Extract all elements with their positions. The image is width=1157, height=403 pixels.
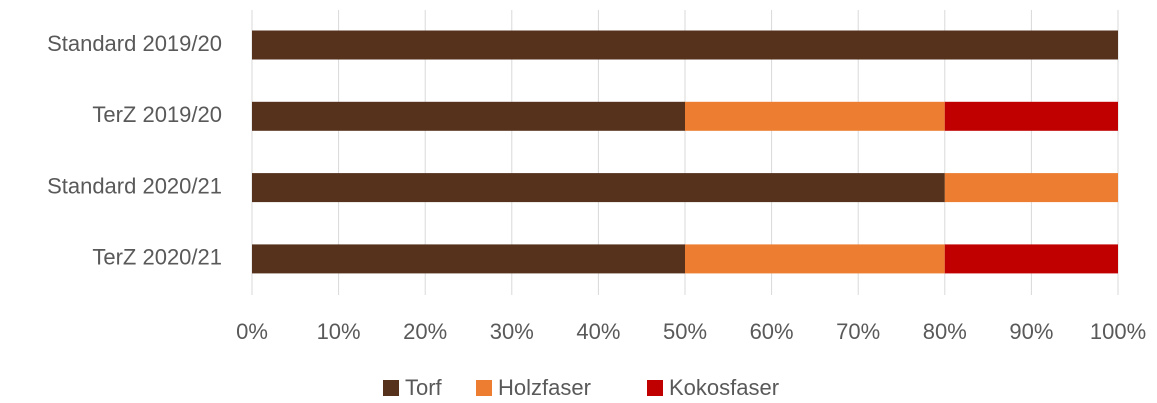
legend-label: Kokosfaser (669, 375, 779, 400)
bar-segment (685, 244, 945, 274)
x-tick-label: 100% (1090, 319, 1146, 344)
legend-swatch (383, 380, 399, 396)
bar-segment (252, 173, 945, 203)
legend-label: Torf (405, 375, 443, 400)
x-tick-label: 10% (317, 319, 361, 344)
x-tick-label: 40% (576, 319, 620, 344)
bar-segment (944, 101, 1118, 131)
x-tick-label: 90% (1009, 319, 1053, 344)
bar-segment (252, 244, 685, 274)
y-tick-label: Standard 2019/20 (47, 31, 222, 56)
x-tick-label: 60% (750, 319, 794, 344)
bar-segment (252, 101, 685, 131)
x-tick-label: 70% (836, 319, 880, 344)
y-tick-label: TerZ 2020/21 (92, 245, 222, 270)
x-tick-label: 20% (403, 319, 447, 344)
y-tick-label: Standard 2020/21 (47, 173, 222, 198)
x-tick-label: 80% (923, 319, 967, 344)
legend-swatch (647, 380, 663, 396)
bar-segment (944, 244, 1118, 274)
legend-swatch (476, 380, 492, 396)
bar-segment (252, 30, 1118, 60)
x-tick-label: 30% (490, 319, 534, 344)
y-tick-label: TerZ 2019/20 (92, 102, 222, 127)
bar-segment (944, 173, 1118, 203)
bar-segment (685, 101, 945, 131)
x-tick-label: 50% (663, 319, 707, 344)
x-tick-label: 0% (236, 319, 268, 344)
legend-label: Holzfaser (498, 375, 591, 400)
